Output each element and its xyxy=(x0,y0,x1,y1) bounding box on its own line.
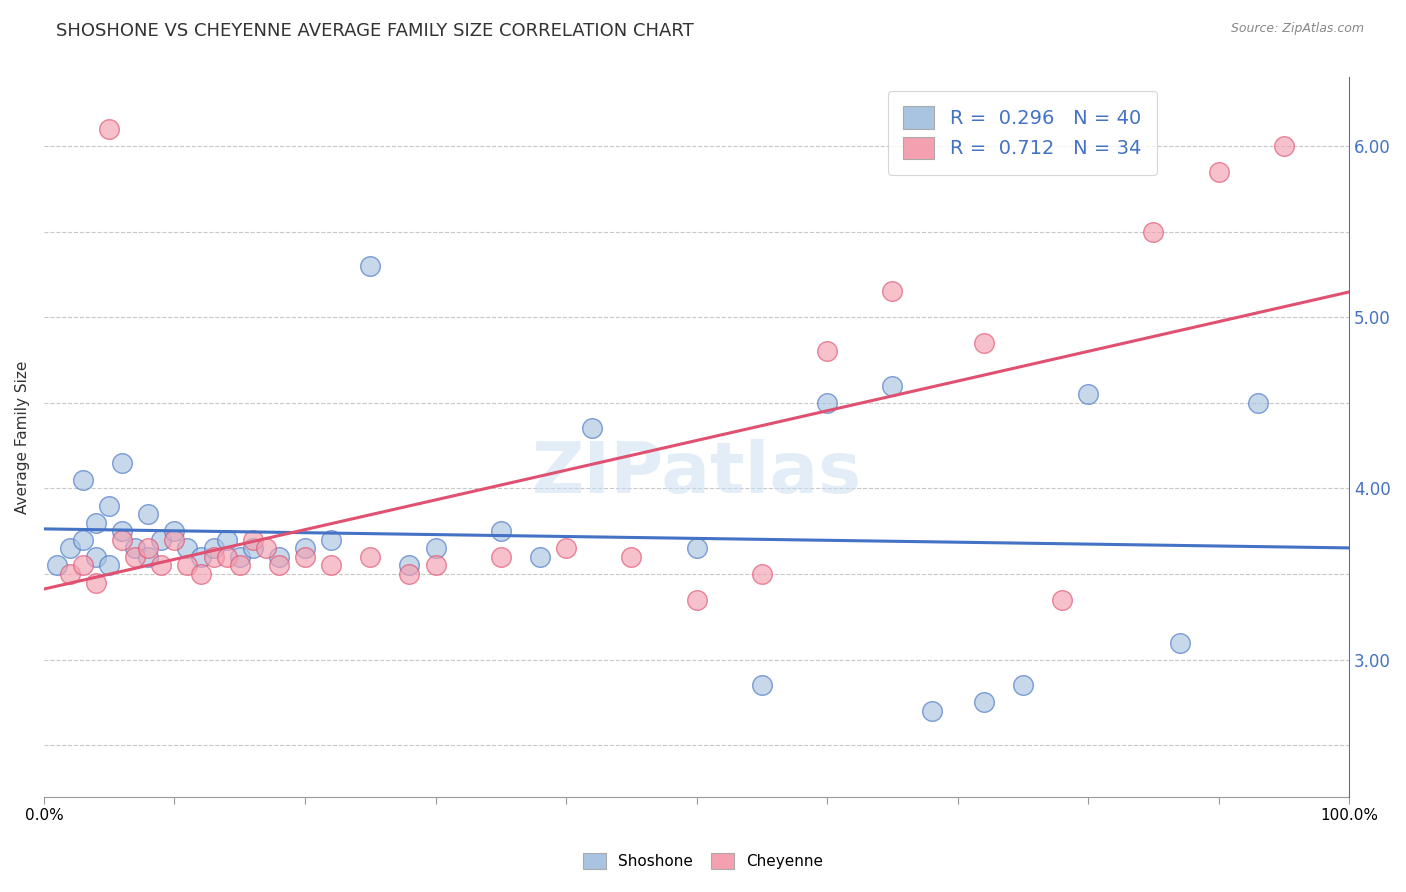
Legend: Shoshone, Cheyenne: Shoshone, Cheyenne xyxy=(576,847,830,875)
Point xyxy=(59,567,82,582)
Point xyxy=(267,549,290,564)
Point xyxy=(489,549,512,564)
Point xyxy=(489,524,512,539)
Point xyxy=(267,558,290,573)
Point xyxy=(98,499,121,513)
Point xyxy=(242,533,264,547)
Point xyxy=(136,507,159,521)
Y-axis label: Average Family Size: Average Family Size xyxy=(15,360,30,514)
Point xyxy=(882,378,904,392)
Point xyxy=(620,549,643,564)
Point xyxy=(150,558,173,573)
Point xyxy=(228,558,250,573)
Point xyxy=(98,121,121,136)
Point xyxy=(215,549,238,564)
Point xyxy=(84,549,107,564)
Point xyxy=(1208,164,1230,178)
Point xyxy=(555,541,578,556)
Point xyxy=(921,704,943,718)
Point xyxy=(242,541,264,556)
Point xyxy=(751,678,773,692)
Point xyxy=(1168,635,1191,649)
Point xyxy=(1077,387,1099,401)
Point xyxy=(59,541,82,556)
Point xyxy=(425,558,447,573)
Point xyxy=(529,549,551,564)
Point xyxy=(1012,678,1035,692)
Point xyxy=(111,524,134,539)
Point xyxy=(751,567,773,582)
Point xyxy=(111,533,134,547)
Point xyxy=(815,344,838,359)
Point xyxy=(685,541,707,556)
Point xyxy=(190,567,212,582)
Point xyxy=(136,541,159,556)
Text: ZIPatlas: ZIPatlas xyxy=(531,439,862,508)
Point xyxy=(294,541,316,556)
Point xyxy=(176,558,198,573)
Point xyxy=(319,558,342,573)
Point xyxy=(581,421,603,435)
Point xyxy=(973,696,995,710)
Point xyxy=(1050,592,1073,607)
Point xyxy=(150,533,173,547)
Point xyxy=(398,567,420,582)
Point xyxy=(1142,225,1164,239)
Point xyxy=(294,549,316,564)
Point xyxy=(685,592,707,607)
Point xyxy=(425,541,447,556)
Point xyxy=(973,335,995,350)
Point xyxy=(359,259,381,273)
Point xyxy=(882,285,904,299)
Text: SHOSHONE VS CHEYENNE AVERAGE FAMILY SIZE CORRELATION CHART: SHOSHONE VS CHEYENNE AVERAGE FAMILY SIZE… xyxy=(56,22,695,40)
Text: Source: ZipAtlas.com: Source: ZipAtlas.com xyxy=(1230,22,1364,36)
Point xyxy=(124,549,146,564)
Point xyxy=(163,524,186,539)
Point xyxy=(72,533,94,547)
Point xyxy=(398,558,420,573)
Point xyxy=(215,533,238,547)
Point xyxy=(84,516,107,530)
Point xyxy=(359,549,381,564)
Point xyxy=(202,549,225,564)
Point xyxy=(815,396,838,410)
Point xyxy=(176,541,198,556)
Point xyxy=(124,541,146,556)
Point xyxy=(228,549,250,564)
Point xyxy=(72,558,94,573)
Point xyxy=(45,558,67,573)
Point xyxy=(72,473,94,487)
Legend: R =  0.296   N = 40, R =  0.712   N = 34: R = 0.296 N = 40, R = 0.712 N = 34 xyxy=(887,91,1157,175)
Point xyxy=(254,541,277,556)
Point xyxy=(190,549,212,564)
Point xyxy=(202,541,225,556)
Point xyxy=(1247,396,1270,410)
Point xyxy=(1272,139,1295,153)
Point xyxy=(111,456,134,470)
Point xyxy=(136,549,159,564)
Point xyxy=(319,533,342,547)
Point xyxy=(98,558,121,573)
Point xyxy=(84,575,107,590)
Point xyxy=(163,533,186,547)
